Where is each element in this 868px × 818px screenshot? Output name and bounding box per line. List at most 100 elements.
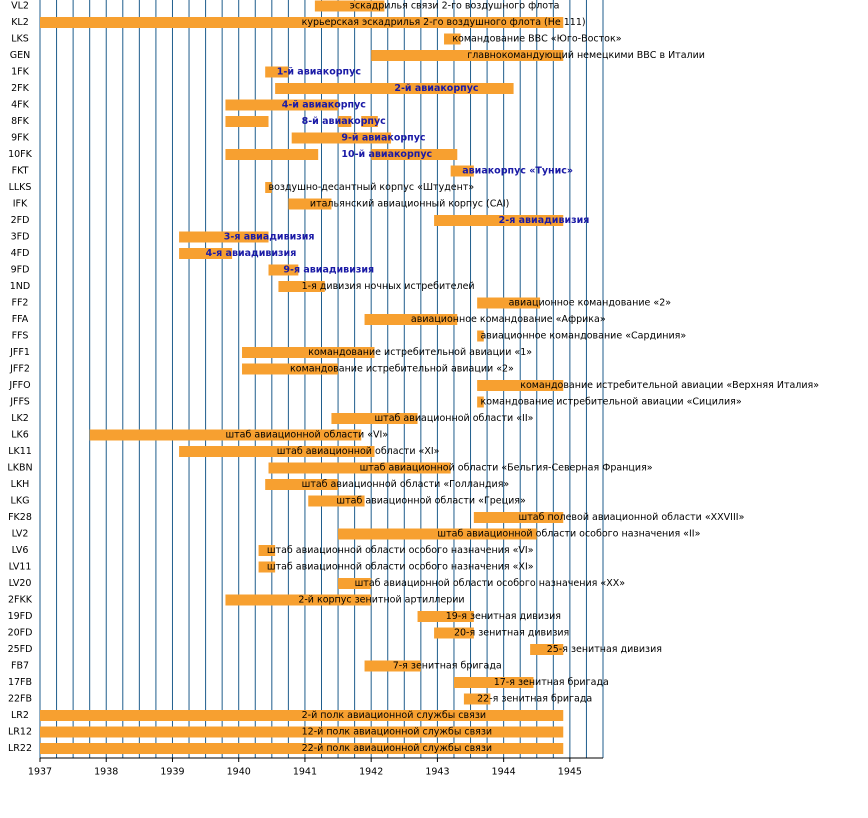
- bar-label: авиационное командование «Африка»: [411, 314, 606, 325]
- row-name: LK2: [11, 413, 29, 424]
- row-name: LK11: [8, 446, 32, 457]
- bar: [473, 512, 564, 523]
- row-name: LV11: [9, 562, 32, 573]
- bar-label: командование истребительной авиации «Сиц…: [480, 397, 741, 408]
- x-tick-label: 1939: [160, 767, 184, 778]
- row-name: IFK: [13, 199, 28, 210]
- row-name: LV6: [12, 545, 29, 556]
- bar-label: штаб авиационной области «II»: [374, 413, 533, 424]
- bar-label: 2-й авиакорпус: [394, 83, 478, 94]
- bar: [434, 627, 474, 639]
- bar: [179, 248, 233, 259]
- bar-label: 12-й полк авиационной службы связи: [302, 727, 492, 738]
- bar: [338, 116, 352, 127]
- row-name: LR12: [8, 727, 32, 738]
- bar-label: 9-й авиакорпус: [341, 133, 425, 144]
- bar: [89, 429, 362, 441]
- row-name: LR2: [11, 710, 29, 721]
- bar-label: 25-я зенитная дивизия: [547, 644, 662, 655]
- bar: [40, 726, 564, 738]
- bar-label: штаб авиационной области «Голландия»: [302, 479, 510, 490]
- bar: [477, 297, 541, 309]
- row-name: LV20: [9, 578, 32, 589]
- row-name: 22FB: [8, 694, 32, 705]
- bar-label: 20-я зенитная дивизия: [454, 628, 569, 639]
- bar: [265, 182, 272, 193]
- bar-label: 4-й авиакорпус: [282, 100, 366, 111]
- bar-label: штаб авиационной области «Бельгия-Северн…: [360, 463, 653, 474]
- row-name: LV2: [12, 529, 29, 540]
- x-tick-label: 1941: [293, 767, 317, 778]
- bar: [258, 561, 276, 573]
- x-tick-label: 1945: [558, 767, 582, 778]
- x-tick-label: 1942: [359, 767, 383, 778]
- bar-label: авиакорпус «Тунис»: [462, 166, 573, 177]
- row-name: VL2: [11, 1, 29, 12]
- row-name: 9FK: [11, 133, 30, 144]
- bar-label: штаб авиационной области «Греция»: [336, 496, 526, 507]
- row-name: LKS: [11, 34, 29, 45]
- bar: [477, 396, 484, 408]
- bar: [225, 149, 319, 160]
- bar-label: 19-я зенитная дивизия: [446, 611, 561, 622]
- bar: [477, 380, 564, 391]
- bar-label: 4-я авиадивизия: [206, 248, 297, 259]
- bar-label: итальянский авиационный корпус (CAI): [310, 199, 509, 210]
- bar-label: 8-й авиакорпус: [302, 116, 386, 127]
- bar: [308, 495, 365, 507]
- bar: [265, 479, 339, 490]
- row-name: KL2: [11, 17, 29, 28]
- row-name: FK28: [8, 512, 32, 523]
- bar-label: 7-я зенитная бригада: [393, 661, 502, 672]
- bar: [258, 545, 276, 556]
- bar: [225, 594, 372, 606]
- bar-label: штаб авиационной области особого назначе…: [267, 562, 534, 573]
- bar-label: штаб авиационной области особого назначе…: [355, 578, 626, 589]
- row-name: LK6: [11, 430, 29, 441]
- bar: [530, 644, 564, 655]
- bar-label: 22-й полк авиационной службы связи: [302, 743, 492, 754]
- bar: [338, 578, 372, 589]
- row-name: 2FD: [11, 215, 30, 226]
- row-name: FF2: [12, 298, 29, 309]
- row-name: GEN: [10, 50, 30, 61]
- bar-label: 22-я зенитная бригада: [477, 694, 592, 705]
- bar: [291, 132, 392, 144]
- bar-label: штаб авиационной области особого назначе…: [267, 545, 534, 556]
- bar: [242, 347, 375, 358]
- bar: [179, 231, 269, 243]
- bar-label: 2-я авиадивизия: [499, 215, 590, 226]
- row-name: LLKS: [9, 182, 32, 193]
- row-name: JFFO: [8, 380, 30, 391]
- bar: [338, 528, 537, 540]
- bar-label: 3-я авиадивизия: [224, 232, 315, 243]
- bar: [179, 446, 375, 457]
- bar: [371, 149, 458, 160]
- bar-label: командование ВВС «Юго-Восток»: [452, 34, 621, 45]
- bar: [463, 693, 491, 705]
- row-name: FFA: [12, 314, 29, 325]
- row-name: 8FK: [11, 116, 30, 127]
- bar-label: 2-й корпус зенитной артиллерии: [298, 595, 464, 606]
- bar: [434, 215, 564, 226]
- bar: [417, 611, 474, 622]
- row-name: 3FD: [11, 232, 30, 243]
- x-tick-label: 1937: [28, 767, 52, 778]
- row-name: 2FK: [11, 83, 30, 94]
- bar-label: 9-я авиадивизия: [283, 265, 374, 276]
- row-name: JFF1: [9, 347, 30, 358]
- bar-label: 2-й полк авиационной службы связи: [302, 710, 486, 721]
- bar: [225, 116, 269, 127]
- x-tick-label: 1940: [227, 767, 251, 778]
- row-name: LR22: [8, 743, 32, 754]
- bar: [364, 660, 421, 672]
- row-name: JFF2: [9, 364, 30, 375]
- row-name: FKT: [12, 166, 29, 177]
- bar-label: штаб авиационной области «VI»: [225, 430, 388, 441]
- bar: [40, 710, 564, 721]
- row-name: FFS: [12, 331, 29, 342]
- bar: [371, 50, 564, 61]
- bar: [364, 314, 458, 325]
- grid: [39, 0, 604, 758]
